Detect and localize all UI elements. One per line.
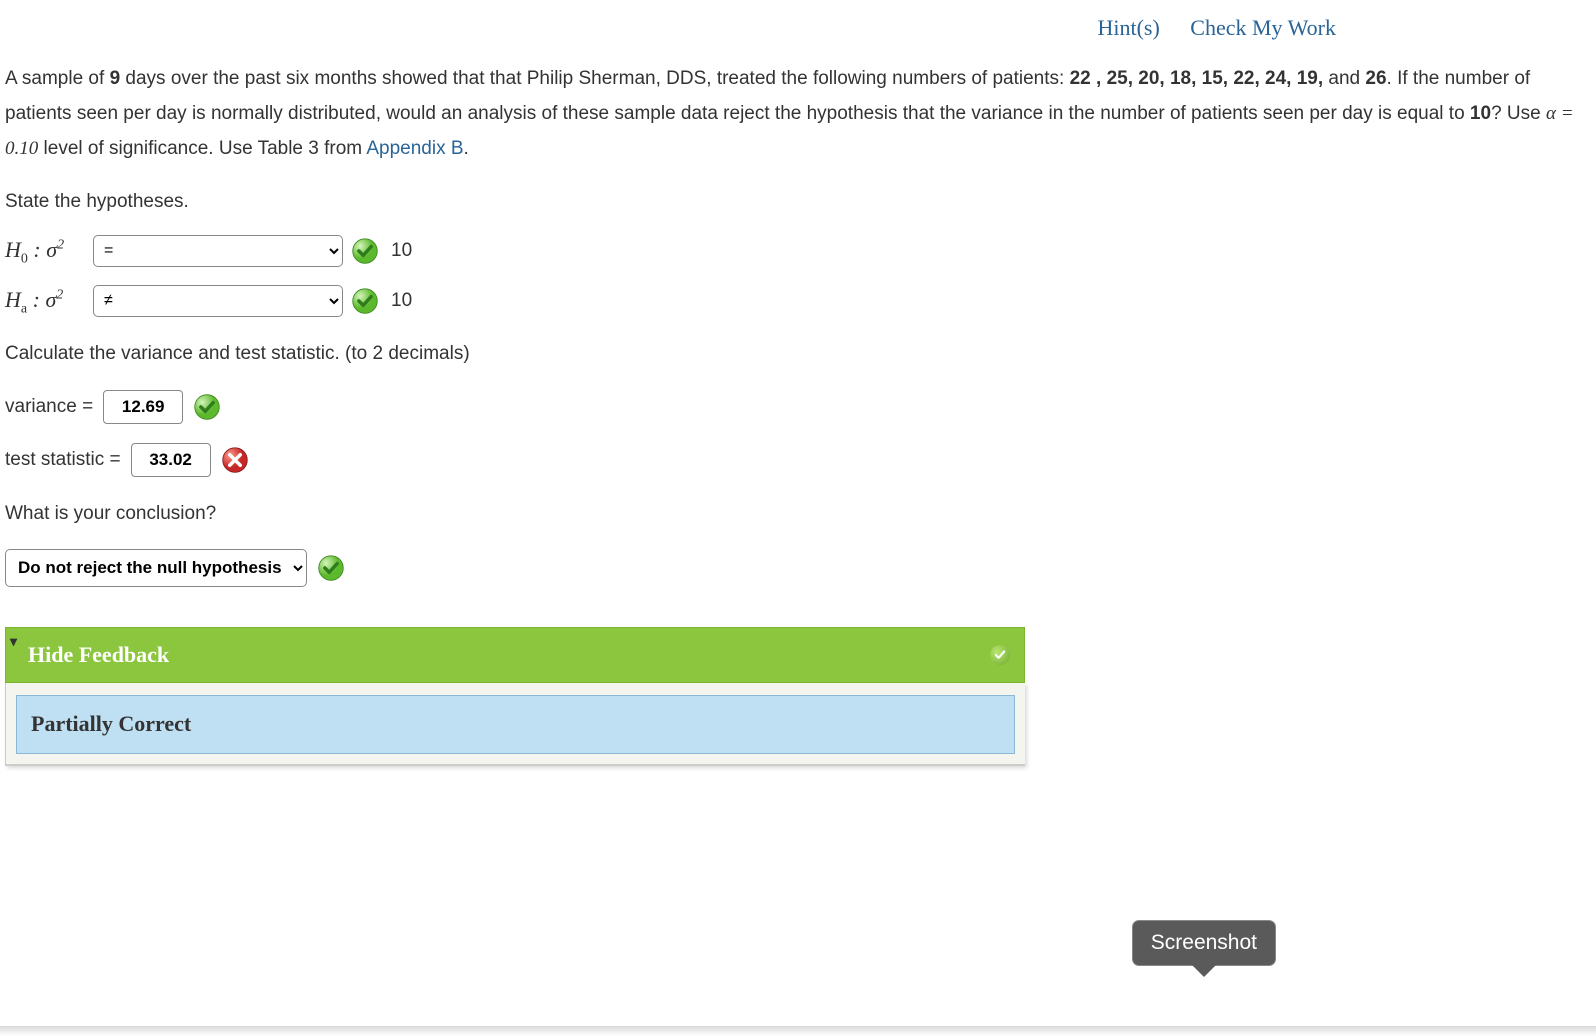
top-links-bar: Hint(s) Check My Work (0, 0, 1596, 51)
text: . (464, 138, 469, 159)
correct-icon (193, 393, 221, 421)
ha-row: Ha : σ2 ≠ 10 (5, 280, 1591, 322)
correct-icon (351, 237, 379, 265)
check-my-work-link[interactable]: Check My Work (1190, 15, 1336, 40)
incorrect-icon (221, 446, 249, 474)
ha-value: 10 (391, 283, 412, 318)
h0-label: H0 : σ2 (5, 230, 85, 272)
text: days over the past six months showed tha… (120, 68, 1069, 89)
h0-select[interactable]: = (93, 235, 343, 267)
h0-row: H0 : σ2 = 10 (5, 230, 1591, 272)
ha-label: Ha : σ2 (5, 280, 85, 322)
text: level of significance. Use Table 3 from (38, 138, 366, 159)
bottom-shadow (0, 1026, 1596, 1036)
variance-hyp: 10 (1470, 103, 1491, 124)
hints-link[interactable]: Hint(s) (1097, 15, 1159, 40)
variance-label: variance = (5, 389, 93, 424)
feedback-body: Partially Correct (5, 683, 1025, 766)
correct-icon (317, 554, 345, 582)
ha-select[interactable]: ≠ (93, 285, 343, 317)
feedback-panel: Hide Feedback Partially Correct (5, 627, 1025, 766)
problem-text: A sample of 9 days over the past six mon… (5, 61, 1591, 166)
appendix-link[interactable]: Appendix B (366, 138, 463, 159)
screenshot-tooltip: Screenshot (1132, 920, 1276, 966)
hide-feedback-header[interactable]: Hide Feedback (5, 627, 1025, 684)
variance-row: variance = (5, 389, 1591, 424)
correct-icon (351, 287, 379, 315)
text: and (1323, 68, 1365, 89)
feedback-header-label: Hide Feedback (28, 635, 169, 676)
sample-n: 9 (110, 68, 121, 89)
last-val: 26 (1365, 68, 1386, 89)
text: ? Use (1491, 103, 1546, 124)
text: A sample of (5, 68, 110, 89)
teststat-input[interactable] (131, 443, 211, 477)
variance-input[interactable] (103, 390, 183, 424)
teststat-label: test statistic = (5, 442, 121, 477)
conclusion-prompt: What is your conclusion? (5, 496, 1591, 531)
feedback-check-icon (990, 645, 1010, 665)
data-list: 22 , 25, 20, 18, 15, 22, 24, 19, (1070, 68, 1324, 89)
calc-prompt: Calculate the variance and test statisti… (5, 336, 1591, 371)
conclusion-row: Do not reject the null hypothesis (5, 549, 1591, 587)
h0-value: 10 (391, 233, 412, 268)
state-hypotheses-prompt: State the hypotheses. (5, 184, 1591, 219)
conclusion-select[interactable]: Do not reject the null hypothesis (5, 549, 307, 587)
feedback-status: Partially Correct (16, 695, 1015, 754)
teststat-row: test statistic = (5, 442, 1591, 477)
